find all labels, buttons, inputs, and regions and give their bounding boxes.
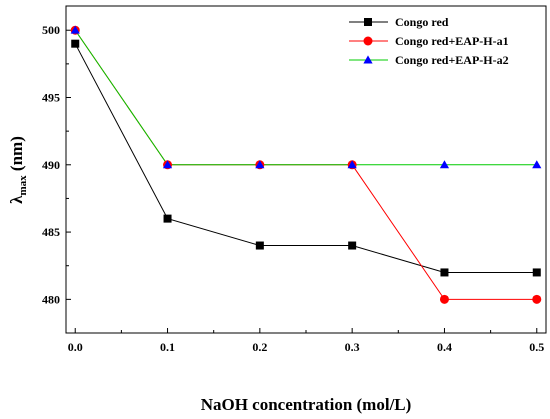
x-tick-label: 0.2 (252, 340, 267, 354)
y-axis-title-sub: max (17, 175, 29, 196)
series-3-point (70, 25, 80, 34)
x-axis-ticks: 0.0 0.1 0.2 0.3 0.4 0.5 (68, 328, 544, 354)
legend-label: Congo red (395, 15, 449, 29)
series-markers (70, 25, 542, 304)
legend-swatch-marker (363, 55, 373, 64)
x-tick-label: 0.0 (68, 340, 83, 354)
series-1-point (71, 39, 80, 48)
x-tick-label: 0.5 (529, 340, 544, 354)
series-1-point (348, 241, 357, 250)
x-axis-title: NaOH concentration (mol/L) (201, 395, 412, 414)
legend: Congo red Congo red+EAP-H-a1 Congo red+EAP… (349, 15, 509, 67)
series-1-point (440, 268, 449, 277)
y-tick-label: 480 (42, 292, 60, 306)
series-3-point (255, 160, 265, 169)
legend-label: Congo red+EAP-H-a1 (395, 34, 509, 48)
series-3-point (439, 160, 450, 169)
series-3-point (162, 160, 173, 169)
y-tick-label: 490 (42, 158, 60, 172)
y-axis-ticks: 480 485 490 495 500 (42, 23, 71, 334)
x-tick-label: 0.3 (345, 340, 360, 354)
series-3-point (347, 160, 357, 169)
series-1-point (163, 214, 172, 223)
series-1-point (255, 241, 264, 250)
x-tick-label: 0.1 (160, 340, 175, 354)
legend-label: Congo red+EAP-H-a2 (395, 53, 509, 67)
legend-swatch-marker (364, 18, 372, 26)
series-2-point (532, 294, 542, 304)
series-2-point (439, 294, 449, 304)
series-lines (74, 29, 537, 300)
legend-swatch-marker (363, 36, 373, 46)
series-line-3 (74, 29, 537, 166)
y-tick-label: 495 (42, 91, 60, 105)
y-axis-title: λmax (nm) (7, 136, 29, 204)
y-axis-title-main: λ (7, 195, 26, 204)
series-line-1 (74, 43, 537, 273)
series-3-point (532, 160, 542, 169)
series-1-point (532, 268, 541, 277)
y-tick-label: 485 (42, 225, 60, 239)
x-tick-label: 0.4 (437, 340, 452, 354)
y-axis-title-unit: (nm) (7, 136, 26, 175)
y-tick-label: 500 (42, 23, 60, 37)
